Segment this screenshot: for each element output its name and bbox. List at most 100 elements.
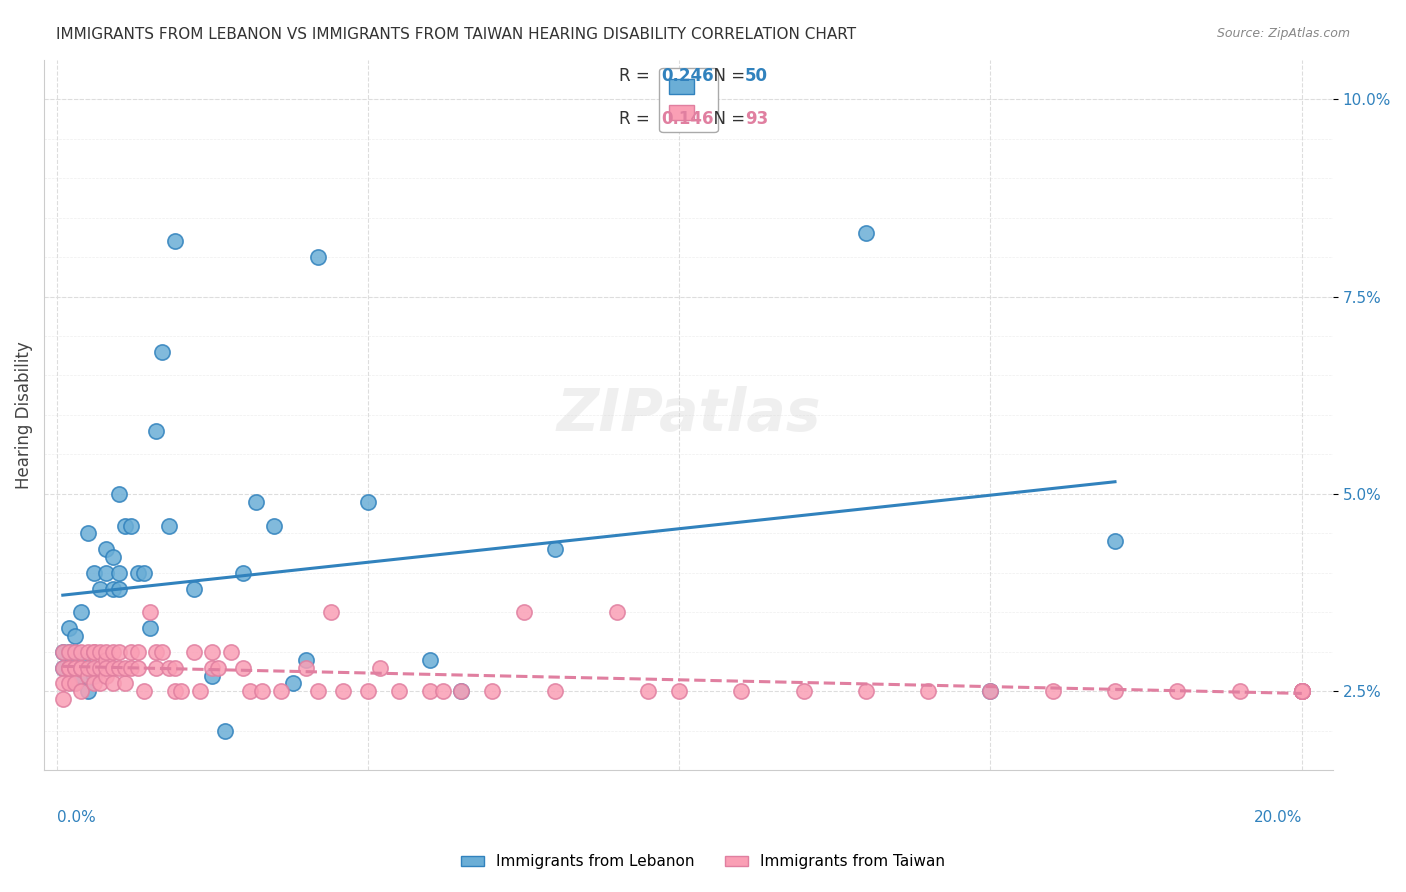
Point	[512, 606, 534, 620]
Point	[83, 668, 105, 682]
Point	[96, 661, 118, 675]
Point	[96, 668, 118, 682]
Point	[1291, 684, 1313, 698]
Point	[917, 684, 939, 698]
Point	[65, 645, 87, 659]
Point	[232, 566, 254, 580]
Point	[232, 661, 254, 675]
Point	[114, 661, 136, 675]
Point	[979, 684, 1001, 698]
Point	[83, 645, 105, 659]
Point	[188, 684, 211, 698]
Point	[263, 518, 285, 533]
Point	[114, 676, 136, 690]
Point	[201, 668, 224, 682]
Point	[637, 684, 659, 698]
Point	[307, 684, 329, 698]
Point	[83, 645, 105, 659]
Point	[58, 645, 80, 659]
Point	[70, 661, 93, 675]
Point	[76, 668, 98, 682]
Point	[108, 582, 131, 596]
Text: 20.0%: 20.0%	[1253, 810, 1302, 825]
Point	[76, 645, 98, 659]
Point	[70, 684, 93, 698]
Y-axis label: Hearing Disability: Hearing Disability	[15, 341, 32, 489]
Point	[58, 676, 80, 690]
Point	[207, 661, 229, 675]
Point	[139, 606, 162, 620]
Point	[357, 495, 380, 509]
Point	[157, 518, 180, 533]
Point	[70, 645, 93, 659]
Point	[245, 495, 267, 509]
Text: R =: R =	[619, 67, 655, 85]
Point	[250, 684, 273, 698]
Point	[108, 661, 131, 675]
Point	[152, 645, 174, 659]
Point	[108, 645, 131, 659]
Point	[152, 344, 174, 359]
Point	[114, 518, 136, 533]
Text: Source: ZipAtlas.com: Source: ZipAtlas.com	[1216, 27, 1350, 40]
Point	[1291, 684, 1313, 698]
Point	[120, 645, 142, 659]
Point	[170, 684, 193, 698]
Point	[183, 582, 205, 596]
Point	[270, 684, 292, 698]
Point	[70, 668, 93, 682]
Point	[58, 661, 80, 675]
Legend: Immigrants from Lebanon, Immigrants from Taiwan: Immigrants from Lebanon, Immigrants from…	[454, 848, 952, 875]
Point	[52, 661, 75, 675]
Point	[89, 661, 111, 675]
Point	[101, 582, 124, 596]
Point	[157, 661, 180, 675]
Point	[96, 542, 118, 557]
Point	[83, 566, 105, 580]
Text: N =: N =	[703, 110, 751, 128]
Text: 50: 50	[745, 67, 768, 85]
Point	[201, 645, 224, 659]
Point	[730, 684, 752, 698]
Point	[1291, 684, 1313, 698]
Point	[481, 684, 503, 698]
Point	[543, 542, 565, 557]
Point	[65, 676, 87, 690]
Point	[163, 661, 186, 675]
Point	[294, 661, 316, 675]
Point	[294, 653, 316, 667]
Point	[89, 676, 111, 690]
Point	[1291, 684, 1313, 698]
Point	[96, 653, 118, 667]
Point	[52, 645, 75, 659]
Point	[979, 684, 1001, 698]
Point	[65, 629, 87, 643]
Text: IMMIGRANTS FROM LEBANON VS IMMIGRANTS FROM TAIWAN HEARING DISABILITY CORRELATION: IMMIGRANTS FROM LEBANON VS IMMIGRANTS FR…	[56, 27, 856, 42]
Text: 93: 93	[745, 110, 769, 128]
Point	[65, 645, 87, 659]
Point	[65, 661, 87, 675]
Point	[201, 661, 224, 675]
Point	[450, 684, 472, 698]
Point	[101, 661, 124, 675]
Point	[76, 661, 98, 675]
Point	[127, 661, 149, 675]
Text: ZIPatlas: ZIPatlas	[557, 386, 821, 443]
Point	[1291, 684, 1313, 698]
Point	[606, 606, 628, 620]
Point	[132, 684, 155, 698]
Point	[58, 621, 80, 635]
Point	[419, 684, 441, 698]
Point	[793, 684, 815, 698]
Point	[145, 661, 167, 675]
Point	[58, 645, 80, 659]
Point	[58, 661, 80, 675]
Point	[1291, 684, 1313, 698]
Point	[183, 645, 205, 659]
Point	[219, 645, 242, 659]
Text: 0.0%: 0.0%	[56, 810, 96, 825]
Point	[101, 550, 124, 565]
Point	[83, 676, 105, 690]
Point	[76, 661, 98, 675]
Point	[214, 723, 236, 738]
